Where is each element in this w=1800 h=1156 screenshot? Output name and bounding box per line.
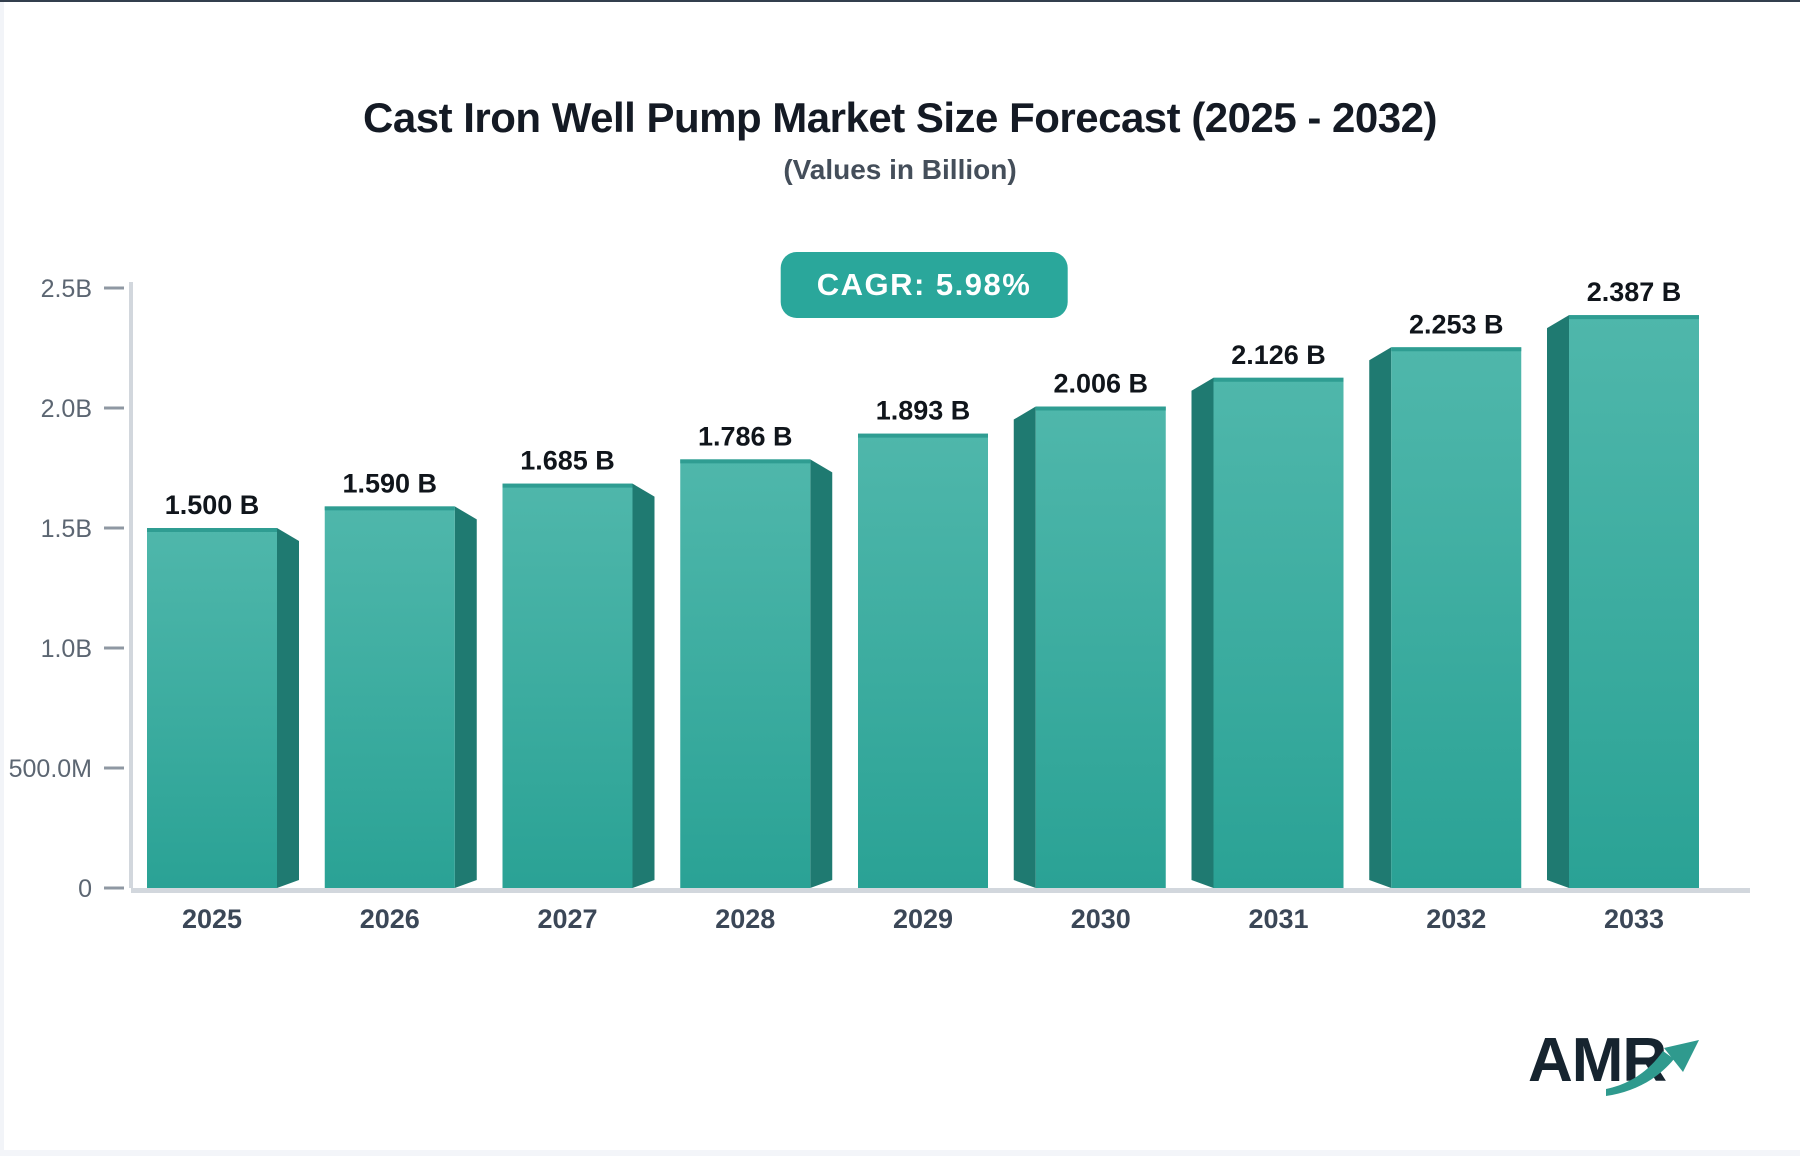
bar-side-2030	[1013, 406, 1036, 888]
bar-value-label-2028: 1.786 B	[698, 421, 793, 451]
growth-arrow-icon	[1606, 1040, 1699, 1096]
bar-2030[interactable]	[1035, 406, 1166, 888]
y-tick-label: 1.5B	[41, 515, 92, 543]
x-axis-line	[131, 888, 1750, 893]
x-tick-label-2030: 2030	[1071, 904, 1131, 934]
bar-side-2028	[810, 459, 833, 888]
chart-title: Cast Iron Well Pump Market Size Forecast…	[363, 94, 1437, 141]
y-tick-label: 500.0M	[9, 755, 92, 783]
bar-2025[interactable]	[147, 528, 277, 888]
bar-2031[interactable]	[1213, 377, 1344, 888]
bar-side-2027	[632, 483, 655, 888]
bar-value-label-2031: 2.126 B	[1231, 340, 1326, 370]
y-tick-label: 2.0B	[41, 395, 92, 423]
bar-value-label-2032: 2.253 B	[1409, 309, 1504, 339]
bar-side-2025	[277, 528, 299, 888]
bar-2032[interactable]	[1391, 347, 1522, 888]
bar-value-label-2029: 1.893 B	[876, 396, 971, 426]
x-tick-label-2029: 2029	[893, 904, 953, 934]
bar-value-label-2030: 2.006 B	[1053, 369, 1148, 399]
bar-chart: 0 500.0M 1.0B 1.5B 2.0B 2.5B 1.500 B 2025 1.590 …	[9, 275, 1750, 934]
bar-value-label-2033: 2.387 B	[1587, 277, 1682, 307]
bar-side-2033	[1547, 315, 1569, 888]
x-tick-label-2027: 2027	[537, 904, 597, 934]
growth-arrow-swoosh	[1606, 1051, 1674, 1096]
bar-side-2032	[1369, 347, 1392, 888]
x-tick-label-2031: 2031	[1248, 904, 1308, 934]
bar-2029[interactable]	[858, 433, 988, 888]
y-tick-label: 1.0B	[41, 635, 92, 663]
x-tick-label-2033: 2033	[1604, 904, 1664, 934]
bar-value-label-2026: 1.590 B	[342, 468, 437, 498]
x-tick-label-2025: 2025	[182, 904, 242, 934]
y-tick-label: 0	[78, 875, 92, 903]
x-tick-label-2032: 2032	[1426, 904, 1486, 934]
bar-value-label-2027: 1.685 B	[520, 446, 615, 476]
bar-2026[interactable]	[324, 506, 455, 888]
bottom-edge-strip	[0, 1150, 1800, 1156]
y-tick-label: 2.5B	[41, 275, 92, 303]
bar-2028[interactable]	[680, 459, 811, 888]
x-tick-label-2028: 2028	[715, 904, 775, 934]
bar-side-2026	[454, 506, 477, 888]
growth-arrow-head	[1664, 1040, 1699, 1072]
bar-value-label-2025: 1.500 B	[165, 490, 260, 520]
bar-2033[interactable]	[1569, 315, 1699, 888]
chart-subtitle: (Values in Billion)	[783, 154, 1017, 185]
cagr-badge: CAGR: 5.98%	[780, 252, 1068, 318]
bar-2027[interactable]	[502, 483, 633, 888]
bar-side-2031	[1191, 377, 1214, 888]
x-tick-label-2026: 2026	[360, 904, 420, 934]
brand-logo: AMR	[1528, 1030, 1708, 1110]
